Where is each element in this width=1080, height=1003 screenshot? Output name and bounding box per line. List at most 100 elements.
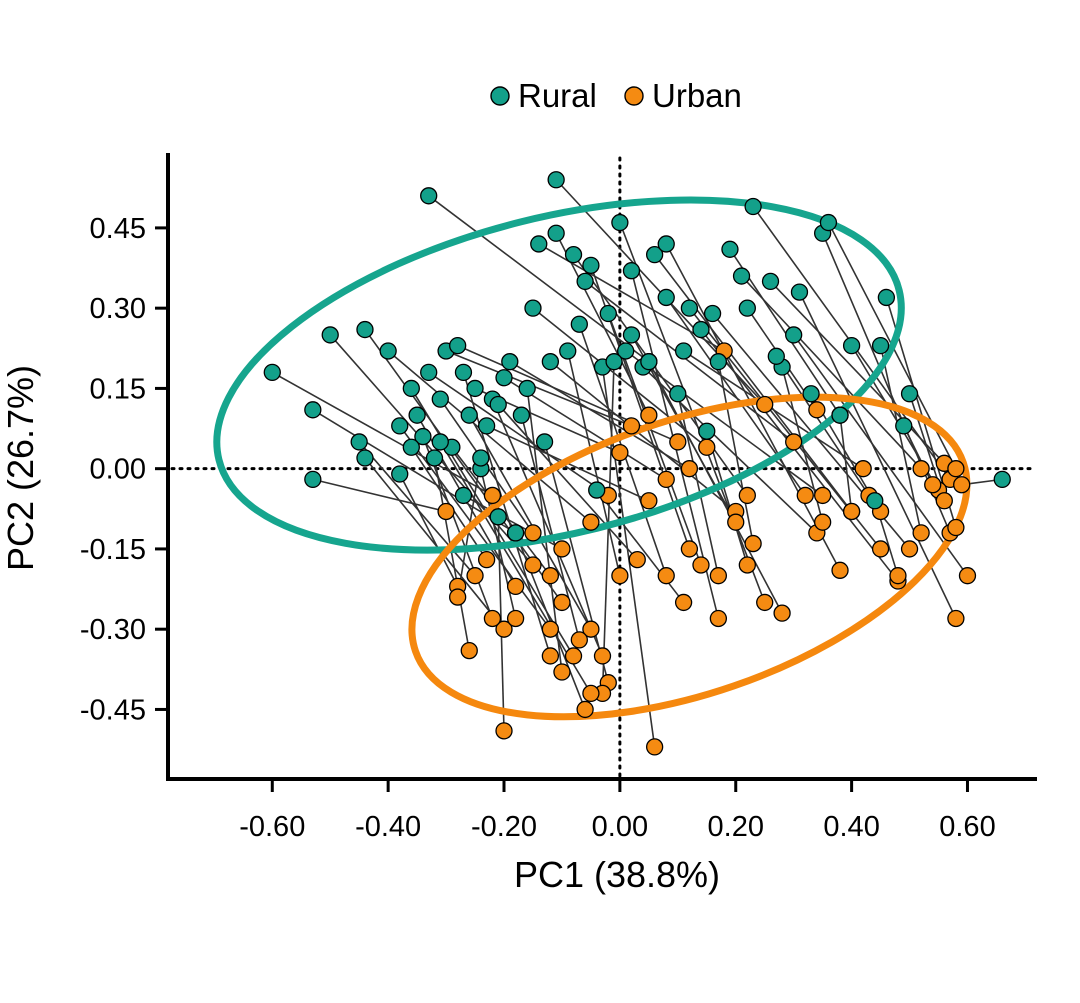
point-urban-12 — [483, 609, 502, 628]
point-rural-14 — [420, 187, 438, 205]
pair-connector-83 — [555, 232, 650, 416]
point-urban-45 — [773, 604, 791, 622]
point-rural-47 — [657, 235, 675, 253]
point-urban-39 — [645, 738, 664, 756]
point-urban-71 — [953, 476, 971, 494]
point-rural-53 — [709, 353, 728, 371]
point-rural-35 — [564, 246, 583, 264]
point-urban-85 — [449, 588, 467, 606]
pair-connector-4 — [364, 329, 563, 603]
point-urban-24 — [640, 492, 658, 510]
point-urban-30 — [698, 438, 716, 456]
point-rural-57 — [744, 197, 762, 216]
point-rural-30 — [524, 299, 542, 317]
point-urban-84 — [738, 556, 756, 574]
point-rural-10 — [402, 379, 420, 398]
point-rural-4 — [356, 320, 374, 339]
point-rural-71 — [993, 470, 1011, 489]
point-rural-29 — [512, 406, 531, 424]
point-urban-27 — [657, 470, 675, 489]
point-rural-86 — [588, 481, 606, 499]
point-urban-43 — [709, 609, 728, 628]
point-urban-69 — [924, 476, 942, 494]
pair-connector-42 — [625, 350, 824, 497]
x-tick-label-1: -0.40 — [355, 811, 421, 843]
point-rural-42 — [617, 342, 635, 360]
plot-area — [170, 156, 1036, 779]
x-tick-label-6: 0.60 — [939, 811, 995, 843]
y-tick-label-4: -0.15 — [80, 534, 146, 566]
pair-connector-25 — [491, 398, 604, 657]
point-rural-84 — [698, 422, 716, 440]
point-rural-33 — [547, 171, 565, 189]
point-urban-4 — [553, 593, 571, 612]
x-tick-label-4: 0.20 — [708, 811, 764, 843]
point-rural-24 — [477, 417, 496, 435]
point-rural-15 — [425, 449, 444, 467]
point-urban-19 — [669, 433, 687, 451]
point-rural-54 — [721, 240, 739, 258]
pair-connector-6 — [364, 457, 505, 630]
point-rural-67 — [871, 336, 890, 355]
pair-connector-21 — [468, 414, 592, 630]
point-rural-34 — [530, 235, 548, 253]
pair-connector-49 — [683, 350, 864, 470]
point-rural-7 — [379, 342, 397, 360]
point-urban-41 — [756, 593, 774, 612]
point-urban-65 — [842, 502, 861, 521]
point-urban-55 — [912, 460, 930, 478]
point-urban-82 — [477, 550, 496, 569]
point-urban-49 — [854, 460, 872, 478]
point-urban-5 — [466, 567, 484, 585]
point-urban-47 — [831, 561, 849, 579]
point-urban-21 — [582, 620, 600, 638]
pair-connector-65 — [839, 415, 853, 512]
point-rural-72 — [605, 353, 623, 371]
pair-connector-14 — [428, 195, 650, 363]
point-rural-60 — [785, 326, 803, 344]
point-rural-50 — [680, 299, 699, 317]
point-urban-20 — [553, 540, 571, 558]
point-urban-73 — [611, 567, 629, 585]
point-urban-16 — [524, 524, 542, 542]
point-rural-77 — [489, 395, 507, 414]
point-urban-29 — [570, 631, 588, 649]
point-rural-45 — [640, 353, 658, 371]
data-points — [263, 171, 1011, 756]
x-tick-label-5: 0.40 — [823, 811, 879, 843]
pair-connector-69 — [903, 425, 934, 486]
point-rural-73 — [559, 342, 577, 360]
y-tick-label-6: -0.45 — [80, 694, 146, 726]
pair-connector-31 — [543, 441, 610, 683]
pair-connector-55 — [740, 275, 922, 470]
point-urban-87 — [889, 567, 907, 585]
point-rural-41 — [611, 213, 629, 232]
point-urban-3 — [524, 556, 542, 574]
pair-connector-60 — [793, 334, 969, 577]
point-urban-52 — [900, 540, 919, 558]
point-rural-31 — [535, 433, 554, 451]
pair-connector-73 — [566, 350, 621, 576]
x-ticks: -0.60 -0.40 -0.20 0.00 0.20 0.40 0.60 — [239, 779, 996, 843]
point-rural-28 — [501, 353, 519, 371]
point-rural-43 — [622, 262, 641, 280]
legend: Rural Urban — [490, 77, 742, 114]
point-rural-76 — [431, 433, 449, 451]
point-urban-35 — [738, 486, 756, 505]
reference-lines — [170, 156, 1036, 779]
point-urban-36 — [657, 567, 675, 585]
point-urban-70 — [935, 492, 953, 510]
point-rural-5 — [350, 433, 368, 451]
point-rural-66 — [842, 336, 861, 355]
point-urban-38 — [680, 540, 699, 558]
point-rural-6 — [356, 449, 374, 467]
point-rural-65 — [831, 406, 849, 424]
point-rural-79 — [622, 326, 641, 344]
point-urban-59 — [813, 513, 832, 531]
point-rural-81 — [669, 385, 687, 403]
point-rural-2 — [304, 401, 322, 419]
pair-connector-12 — [422, 436, 494, 619]
pair-connector-76 — [439, 441, 592, 694]
point-urban-67 — [912, 524, 930, 542]
y-tick-label-1: 0.30 — [90, 293, 146, 325]
